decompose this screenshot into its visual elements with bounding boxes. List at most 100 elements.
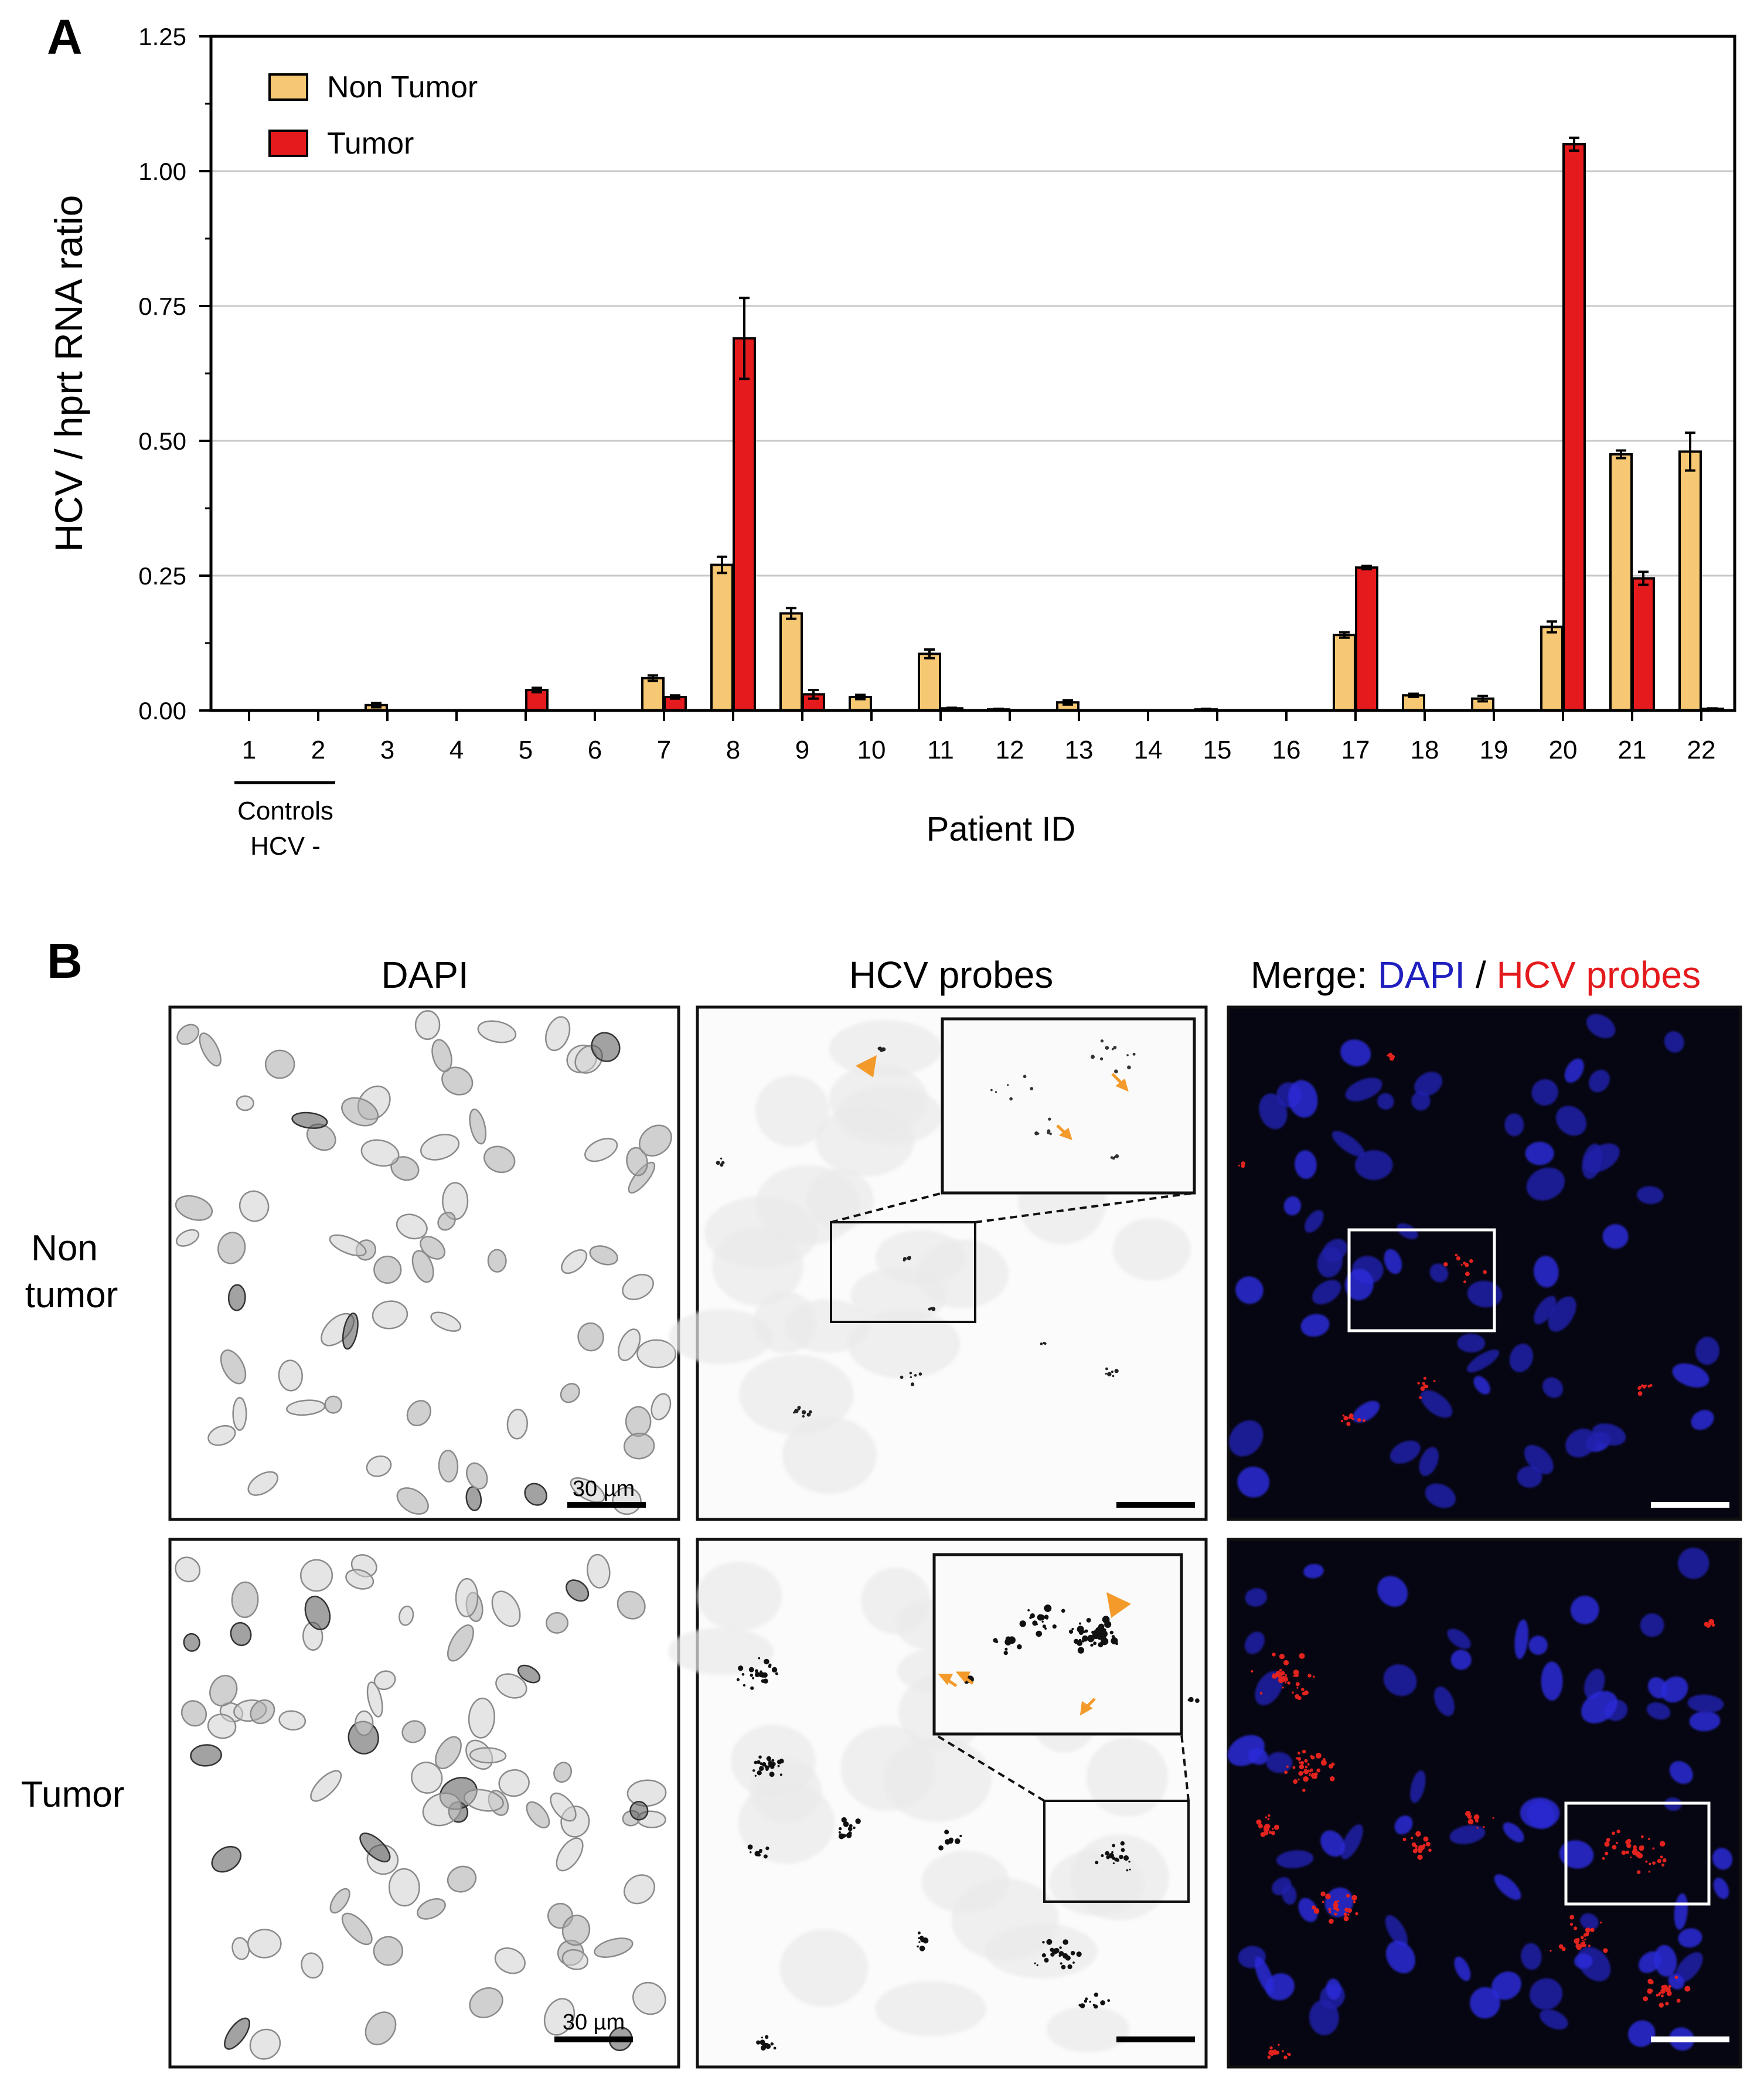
nucleus <box>207 1424 236 1446</box>
bar-non-tumor <box>1609 453 1633 712</box>
scale-bar <box>567 1502 646 1508</box>
nuclei <box>175 1553 667 2060</box>
probe-dot <box>1040 1342 1043 1345</box>
probe-dot <box>741 1672 745 1676</box>
scale-bar-label: 30 µm <box>563 2010 625 2035</box>
nucleus <box>1309 2000 1339 2035</box>
nucleus <box>617 1590 646 1620</box>
probe-dot <box>794 1409 799 1413</box>
probe-dot <box>855 1818 861 1824</box>
probe-dot <box>1129 1868 1131 1871</box>
probe-dot <box>801 1410 806 1415</box>
probe-dot <box>1111 1371 1113 1373</box>
probe-dot <box>1328 1908 1331 1911</box>
nucleus <box>477 1020 517 1043</box>
probe-dot <box>1661 1985 1666 1990</box>
nucleus <box>491 1590 521 1627</box>
nucleus <box>626 1779 667 1807</box>
probe-dot <box>1334 1912 1337 1916</box>
probe-dot <box>1569 1923 1574 1926</box>
probe-dot <box>938 1845 944 1851</box>
probe-dot <box>1063 1939 1068 1945</box>
nucleus <box>211 1845 242 1873</box>
nucleus <box>1521 1943 1542 1970</box>
probe-dot <box>1662 1858 1667 1862</box>
probe-dot <box>757 1760 761 1764</box>
probe-dot <box>900 1375 904 1379</box>
probe-dot <box>853 1826 856 1830</box>
probe-dot <box>1606 1838 1610 1842</box>
probe-dot <box>878 1046 882 1050</box>
cell-shadow <box>1086 1737 1169 1817</box>
probe-dot <box>761 1762 767 1767</box>
zoom-region-box <box>1347 1228 1496 1332</box>
nucleus <box>437 1212 456 1231</box>
probe-dot <box>1463 1262 1466 1265</box>
probe-dot <box>1343 1912 1347 1916</box>
image-hcv-non-tumor <box>669 1005 1208 1521</box>
probe-dot <box>779 1773 782 1776</box>
nucleus <box>366 1681 383 1718</box>
nucleus <box>1586 1014 1616 1039</box>
probe-dot <box>1298 1752 1300 1755</box>
nucleus <box>1541 1661 1563 1701</box>
scale-bar <box>1116 2036 1195 2042</box>
probe-dot <box>1390 1052 1392 1055</box>
nucleus <box>577 1322 604 1352</box>
probe-dot <box>1030 1087 1034 1091</box>
nucleus <box>1237 1466 1270 1498</box>
nucleus <box>1531 1079 1558 1106</box>
nucleus <box>366 1455 392 1477</box>
probe-dot <box>1070 1950 1075 1956</box>
probe-dot <box>918 1372 922 1376</box>
nucleus <box>372 1300 408 1330</box>
probe-dot <box>1666 1991 1672 1996</box>
cell-shadow <box>668 1627 774 1675</box>
nucleus <box>1420 1390 1453 1418</box>
probe-dot <box>1483 1826 1485 1828</box>
nucleus <box>420 1134 460 1161</box>
probe-dot <box>1114 1069 1118 1074</box>
legend: Non Tumor Tumor <box>268 70 478 161</box>
probe-dot <box>771 1667 778 1673</box>
probe-dot <box>1602 1857 1605 1860</box>
nucleus <box>341 1097 379 1127</box>
probe-dot <box>1041 1620 1044 1623</box>
nucleus <box>1466 1349 1500 1373</box>
probe-dot <box>1637 1391 1643 1396</box>
nucleus <box>230 1622 252 1647</box>
cell-shadow <box>1112 1218 1191 1281</box>
nucleus <box>495 1673 527 1699</box>
probe-dot <box>1191 1699 1194 1702</box>
nucleus <box>1470 1987 1500 2019</box>
probe-dot <box>1036 1623 1038 1626</box>
probe-dot <box>1003 1651 1008 1655</box>
probe-dot <box>752 1677 755 1679</box>
nucleus <box>1259 1093 1288 1130</box>
nucleus <box>247 1471 278 1496</box>
nucleus <box>1582 1143 1603 1179</box>
nucleus <box>553 1762 573 1783</box>
probe-dot <box>1550 1950 1552 1952</box>
probe-dot <box>1302 1749 1306 1754</box>
cell-shadow <box>847 1309 961 1379</box>
probe-dot <box>1105 1372 1107 1375</box>
legend-label-non-tumor: Non Tumor <box>327 70 478 104</box>
nucleus <box>636 1339 677 1369</box>
probe-dot <box>1305 1765 1308 1769</box>
nucleus <box>560 1383 580 1403</box>
scale-bar <box>1651 1502 1729 1508</box>
probe-dot <box>743 1684 746 1687</box>
probe-dot <box>1647 1385 1650 1388</box>
probe-dot <box>1584 1939 1586 1941</box>
bars <box>365 143 1724 712</box>
probe-dot <box>1271 1831 1276 1835</box>
probe-dot <box>1312 1905 1316 1910</box>
probe-dot <box>769 1772 775 1777</box>
nucleus <box>618 1328 641 1362</box>
cell-shadow <box>697 1561 782 1631</box>
nucleus <box>175 1556 201 1583</box>
probe-dot <box>1275 2051 1280 2055</box>
probe-dot <box>1085 1997 1088 2001</box>
probe-dot <box>1260 1832 1266 1837</box>
